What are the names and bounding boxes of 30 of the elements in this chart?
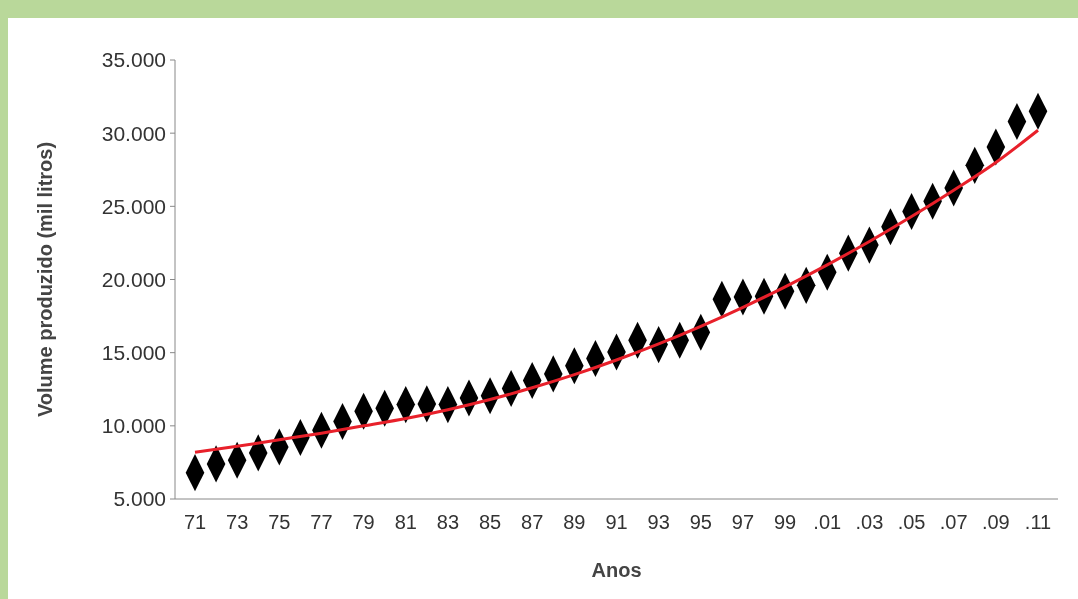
x-tick-label: 81 <box>394 511 417 533</box>
x-tick-label: 77 <box>310 511 333 533</box>
x-tick-label: .07 <box>939 511 968 533</box>
x-tick-label: .05 <box>897 511 926 533</box>
x-tick-label: 73 <box>226 511 249 533</box>
x-tick-label: .03 <box>855 511 884 533</box>
x-tick-label: 91 <box>605 511 628 533</box>
x-tick-label: 97 <box>731 511 755 533</box>
x-tick-label: 87 <box>521 511 544 533</box>
y-tick-label: 15.000 <box>101 341 166 365</box>
y-tick-label: 30.000 <box>101 121 166 145</box>
x-tick-label: .09 <box>981 511 1010 533</box>
x-tick-label: .11 <box>1024 511 1052 533</box>
y-axis-title: Volume produzido (mil litros) <box>34 141 56 418</box>
x-tick-label: 99 <box>773 511 797 533</box>
x-tick-label: 71 <box>183 511 207 533</box>
y-tick-label: 20.000 <box>101 267 166 291</box>
y-tick-label: 35.000 <box>101 48 166 72</box>
x-tick-label: 85 <box>478 511 502 533</box>
x-tick-label: .01 <box>813 511 842 533</box>
x-tick-label: 83 <box>436 511 460 533</box>
y-tick-label: 5.000 <box>113 487 166 511</box>
x-tick-label: 75 <box>268 511 291 533</box>
y-tick-label: 10.000 <box>101 414 166 438</box>
x-tick-label: 93 <box>647 511 670 533</box>
x-tick-label: 89 <box>563 511 586 533</box>
x-tick-label: 95 <box>689 511 712 533</box>
y-tick-label: 25.000 <box>101 194 166 218</box>
x-axis-title: Anos <box>591 559 642 581</box>
x-tick-label: 79 <box>352 511 375 533</box>
